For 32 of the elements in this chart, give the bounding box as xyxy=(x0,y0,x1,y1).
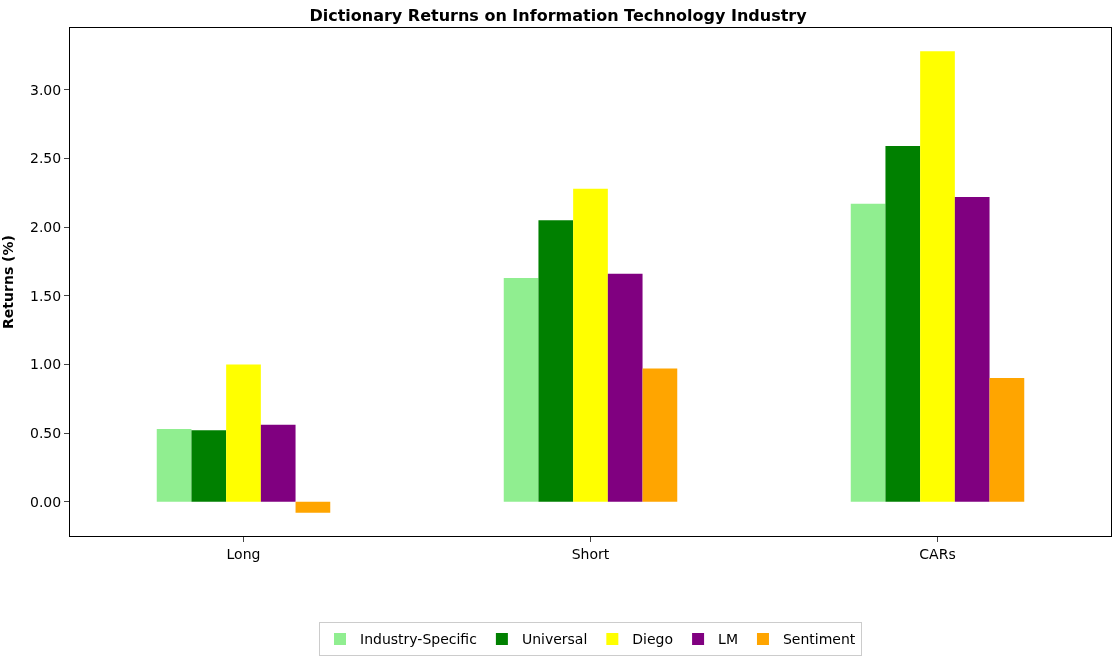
legend-label: LM xyxy=(718,631,738,648)
y-tick-label: 3.00 xyxy=(30,81,62,98)
y-tick-label: 0.00 xyxy=(30,493,62,510)
bar xyxy=(954,196,990,502)
bar xyxy=(503,277,539,502)
x-tick-label: CARs xyxy=(919,545,956,562)
legend-label: Industry-Specific xyxy=(360,631,477,648)
legend-label: Diego xyxy=(632,631,674,648)
bar xyxy=(642,368,678,502)
y-axis-title: Returns (%) xyxy=(0,235,16,329)
x-tick-label: Long xyxy=(226,545,261,562)
bar xyxy=(850,203,886,502)
legend-label: Sentiment xyxy=(782,631,856,648)
chart-title: Dictionary Returns on Information Technology Industry xyxy=(309,6,808,26)
bar xyxy=(607,273,643,502)
y-tick-label: 2.00 xyxy=(30,218,62,235)
x-tick-label: Short xyxy=(571,545,610,562)
bar xyxy=(260,424,296,502)
legend-label: Universal xyxy=(521,631,588,648)
bar xyxy=(573,188,608,502)
y-tick-label: 2.50 xyxy=(30,150,62,167)
bar xyxy=(295,501,331,513)
y-tick-label: 1.00 xyxy=(30,356,62,373)
bar xyxy=(156,428,192,502)
bar xyxy=(989,378,1025,502)
bar xyxy=(885,146,921,502)
bar xyxy=(920,51,955,502)
bar xyxy=(191,430,227,502)
y-tick-label: 1.50 xyxy=(30,287,62,304)
y-tick-label: 0.50 xyxy=(30,424,62,441)
bar xyxy=(226,364,261,502)
bar xyxy=(538,220,574,502)
